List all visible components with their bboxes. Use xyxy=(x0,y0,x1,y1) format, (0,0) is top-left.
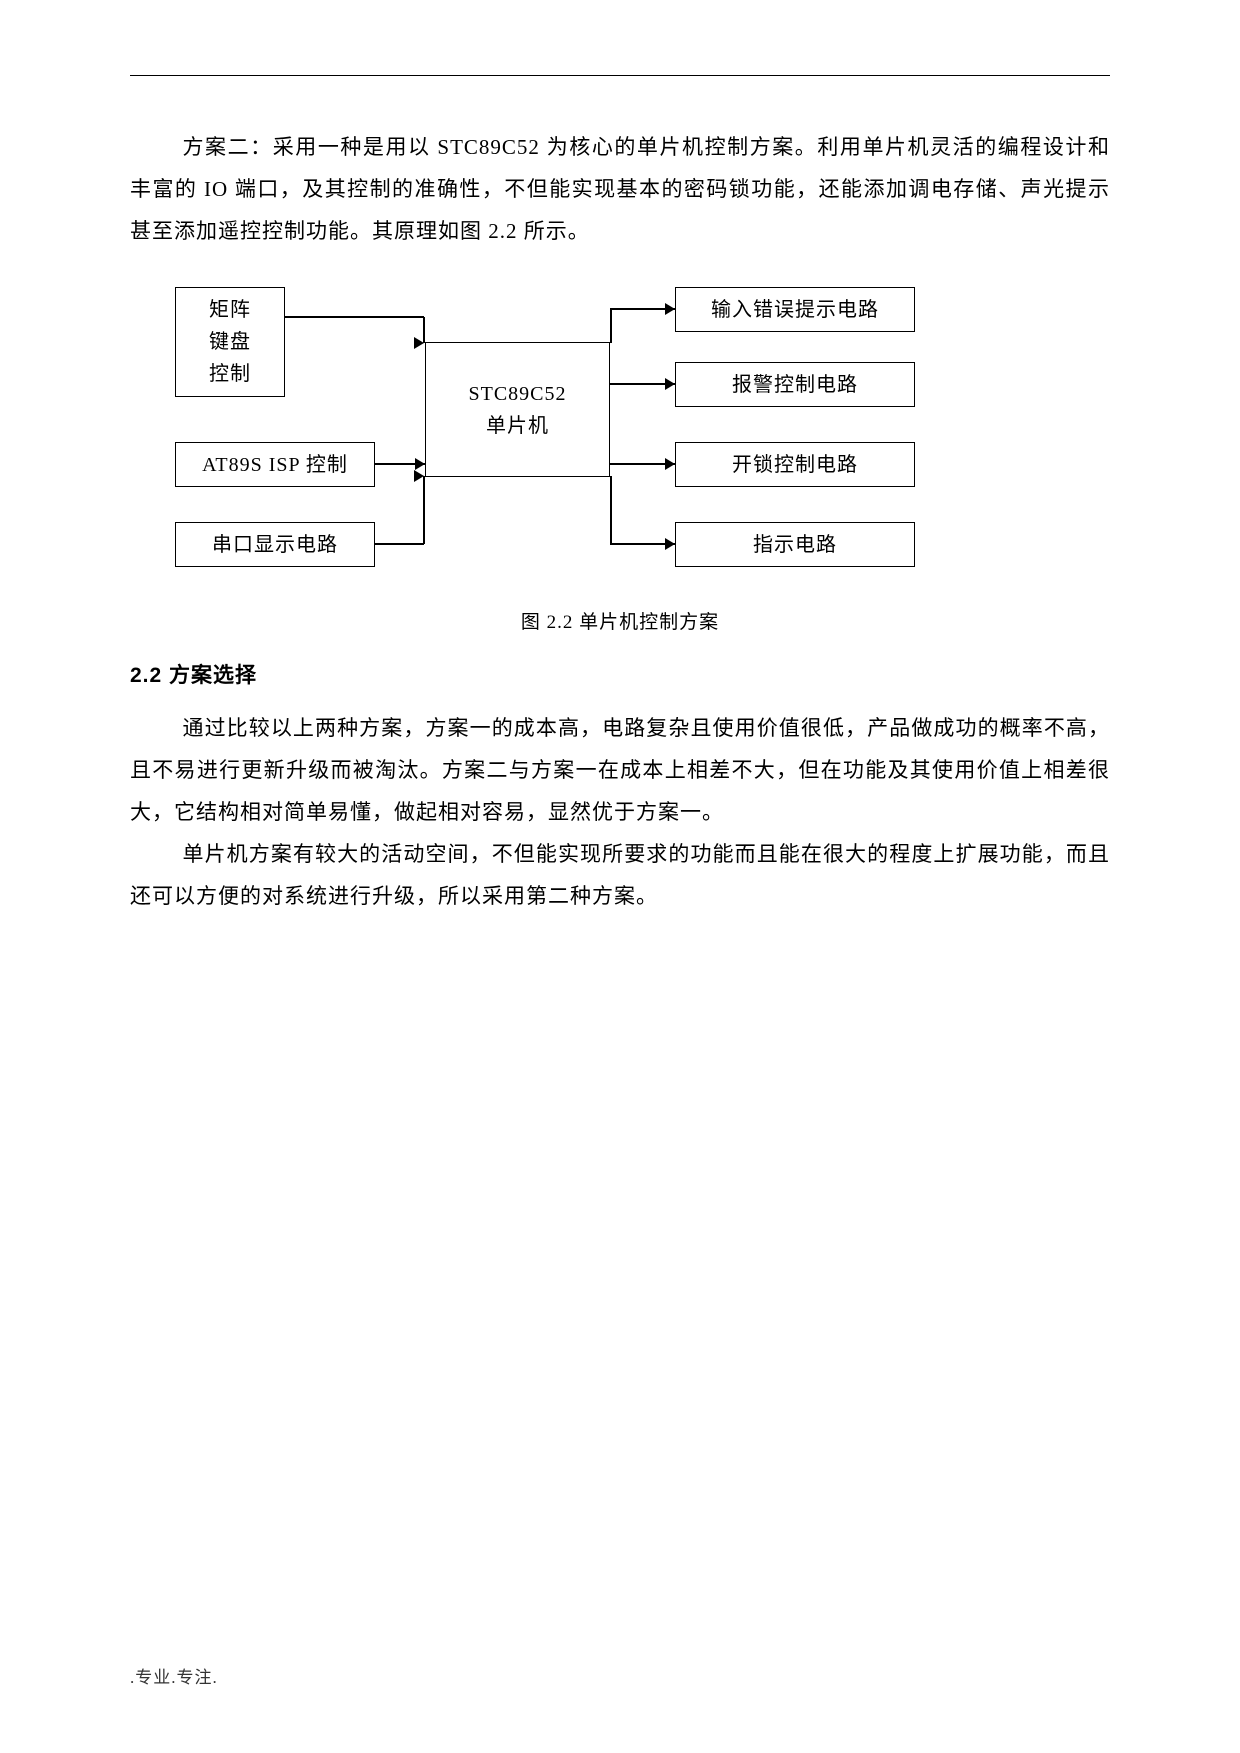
edge xyxy=(423,476,425,544)
figure-caption: 图 2.2 单片机控制方案 xyxy=(130,607,1110,634)
edge xyxy=(610,476,612,544)
node-indicator: 指示电路 xyxy=(675,522,915,567)
arrow-head-icon xyxy=(665,303,675,315)
section-paragraph-1: 通过比较以上两种方案，方案一的成本高，电路复杂且使用价值很低，产品做成功的概率不… xyxy=(130,707,1110,833)
page-footer: .专业.专注. xyxy=(130,1663,218,1688)
arrow-head-icon xyxy=(414,337,424,349)
section-heading: 2.2 方案选择 xyxy=(130,659,1110,689)
edge xyxy=(375,543,424,545)
arrow-head-icon xyxy=(665,378,675,390)
edge xyxy=(610,309,612,343)
edge xyxy=(285,316,424,318)
arrow-head-icon xyxy=(414,470,424,482)
node-mcu: STC89C52单片机 xyxy=(425,342,610,477)
arrow-head-icon xyxy=(665,538,675,550)
flowchart-diagram: 矩阵键盘控制 AT89S ISP 控制串口显示电路 STC89C52单片机 输入错误提… xyxy=(175,287,935,577)
node-isp: AT89S ISP 控制 xyxy=(175,442,375,487)
top-rule xyxy=(130,75,1110,76)
node-serial_disp: 串口显示电路 xyxy=(175,522,375,567)
intro-paragraph: 方案二：采用一种是用以 STC89C52 为核心的单片机控制方案。利用单片机灵活… xyxy=(130,126,1110,252)
node-err_prompt: 输入错误提示电路 xyxy=(675,287,915,332)
node-unlock: 开锁控制电路 xyxy=(675,442,915,487)
arrow-head-icon xyxy=(665,458,675,470)
section-paragraph-2: 单片机方案有较大的活动空间，不但能实现所要求的功能而且能在很大的程度上扩展功能，… xyxy=(130,833,1110,917)
node-alarm: 报警控制电路 xyxy=(675,362,915,407)
node-matrix_kb: 矩阵键盘控制 xyxy=(175,287,285,397)
arrow-head-icon xyxy=(415,458,425,470)
